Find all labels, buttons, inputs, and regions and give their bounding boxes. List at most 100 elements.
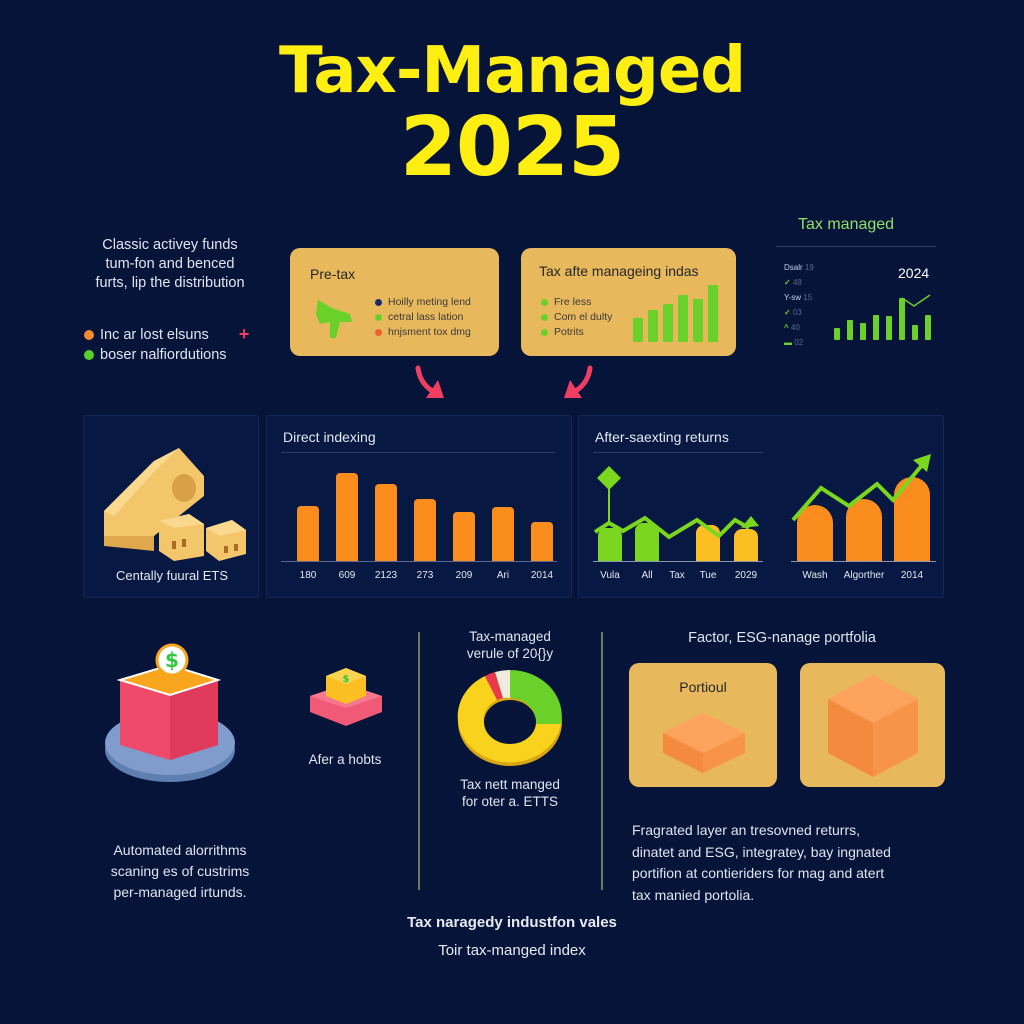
x-axis-labels: 180 609 2123 273 209 Ari 2014 [281, 570, 557, 584]
cube-icon [828, 675, 918, 777]
bar [633, 318, 643, 342]
x-tick: Algorther [843, 570, 885, 581]
widget-bar-chart [834, 294, 934, 340]
widget-title: Tax managed [798, 216, 895, 233]
arrow-down-left-icon [564, 365, 593, 398]
card-title: Pre-tax [310, 266, 356, 282]
widget-row: ✓ 03 [784, 305, 814, 320]
widget-rows: Dsalr 19 ✓ 48 Y-sw 15 ✓ 03 ^ 40 ▬ 02 [784, 260, 814, 350]
text-line: Automated alorrithms [113, 842, 247, 858]
panel-title: After-saexting returns [595, 429, 729, 445]
legend-label: boser nalfiordutions [100, 347, 227, 363]
text-line: dinatet and ESG, integratey, bay ingnate… [632, 843, 891, 860]
text-line: scaning es of custrims [110, 863, 250, 879]
after-tax-left-chart [593, 466, 763, 562]
x-tick: 273 [416, 570, 434, 581]
row-value: 40 [790, 323, 800, 332]
portfolio-card: Portioul [629, 663, 777, 787]
item-label: Hoilly meting lend [388, 296, 471, 308]
text-line: verule of 20{}y [466, 646, 554, 661]
legend-item: Inc ar lost elsuns + [84, 324, 249, 345]
flat-cube-icon [663, 713, 745, 773]
bar [696, 525, 720, 561]
legend-label: Inc ar lost elsuns [100, 326, 209, 343]
bar [873, 315, 879, 340]
x-tick: 2029 [734, 570, 758, 581]
widget-row: Y-sw 15 [784, 290, 814, 305]
bar [886, 316, 892, 340]
direct-indexing-panel: Direct indexing 180 609 2123 273 209 Ari… [266, 415, 572, 598]
after-tax-right-chart [791, 452, 936, 562]
card-title: Tax afte manageing indas [539, 263, 699, 279]
list-item: Fre less [541, 296, 612, 308]
widget-row: ▬ 02 [784, 335, 814, 350]
x-tick: Ari [496, 570, 510, 581]
text-line: for oter a. ETTS [461, 794, 559, 809]
widget-year: 2024 [898, 265, 930, 281]
buildings-icon [104, 448, 246, 561]
bar [414, 499, 436, 561]
text-line: Fragrated layer an tresovned returrs, [632, 822, 860, 838]
x-tick: Vula [600, 570, 620, 581]
bar [678, 295, 688, 342]
small-money-box-icon: $ [310, 668, 382, 726]
intro-line: furts, lip the distribution [95, 275, 245, 291]
after-label: Afer a hobts [308, 752, 382, 767]
bar [663, 304, 673, 342]
x-axis-labels: Wash Algorther 2014 [791, 570, 936, 584]
bar [925, 315, 931, 340]
text-line: portifion at contieriders for mag and at… [632, 865, 885, 881]
cube-card [800, 663, 945, 787]
legend-item: boser nalfiordutions [84, 347, 249, 363]
tax-managed-widget: Tax managed 2024 Dsalr 19 ✓ 48 Y-sw 15 ✓… [776, 216, 936, 356]
bar [375, 484, 397, 561]
aftertax-mini-chart [633, 285, 723, 342]
row-value: 03 [792, 308, 802, 317]
row-label: Dsalr [784, 263, 803, 272]
bar [492, 507, 514, 561]
list-item: hnjsment tox dmg [375, 326, 471, 338]
svg-text:$: $ [165, 648, 179, 672]
plus-icon: + [238, 324, 250, 344]
bar [847, 320, 853, 340]
bar [734, 529, 758, 561]
x-tick: Tax [669, 570, 685, 581]
list-item: Potrits [541, 326, 612, 338]
factor-text: Fragrated layer an tresovned returrs, di… [632, 820, 962, 906]
bar [899, 298, 905, 340]
x-tick: 2123 [374, 570, 398, 581]
divider [593, 452, 763, 453]
green-dot-icon [375, 313, 382, 321]
bar [336, 473, 358, 561]
widget-row: Dsalr 19 [784, 260, 814, 275]
direct-indexing-chart [281, 466, 557, 562]
row-value: 48 [792, 278, 802, 287]
intro-line: tum-fon and benced [105, 256, 235, 272]
widget-row: ^ 40 [784, 320, 814, 335]
green-dot-icon [541, 313, 548, 321]
x-tick: Wash [802, 570, 828, 581]
divider [776, 246, 936, 247]
dash-icon: ▬ [784, 338, 792, 347]
caret-up-icon: ^ [784, 323, 789, 332]
bar [297, 506, 319, 561]
orange-dot-icon [84, 329, 94, 340]
navy-dot-icon [375, 298, 382, 306]
text-line: Tax-managed [469, 629, 551, 644]
check-icon: ✓ [784, 278, 791, 287]
trend-line [593, 466, 759, 540]
donut-chart [457, 670, 562, 766]
x-axis-labels: Vula All Tax Tue 2029 [593, 570, 763, 584]
portfolio-label: Portioul [679, 679, 727, 695]
aftertax-card: Tax afte manageing indas Fre less Com el… [521, 248, 736, 356]
bar [860, 323, 866, 340]
bar [846, 499, 882, 561]
money-box-icon: $ [105, 643, 235, 782]
x-tick: 2014 [900, 570, 924, 581]
row-value: 15 [803, 293, 813, 302]
x-tick: Tue [699, 570, 717, 581]
text-line: per-managed irtunds. [113, 884, 247, 900]
check-icon: ✓ [784, 308, 791, 317]
orange-dot-icon [375, 328, 382, 336]
x-tick: 2014 [530, 570, 554, 581]
